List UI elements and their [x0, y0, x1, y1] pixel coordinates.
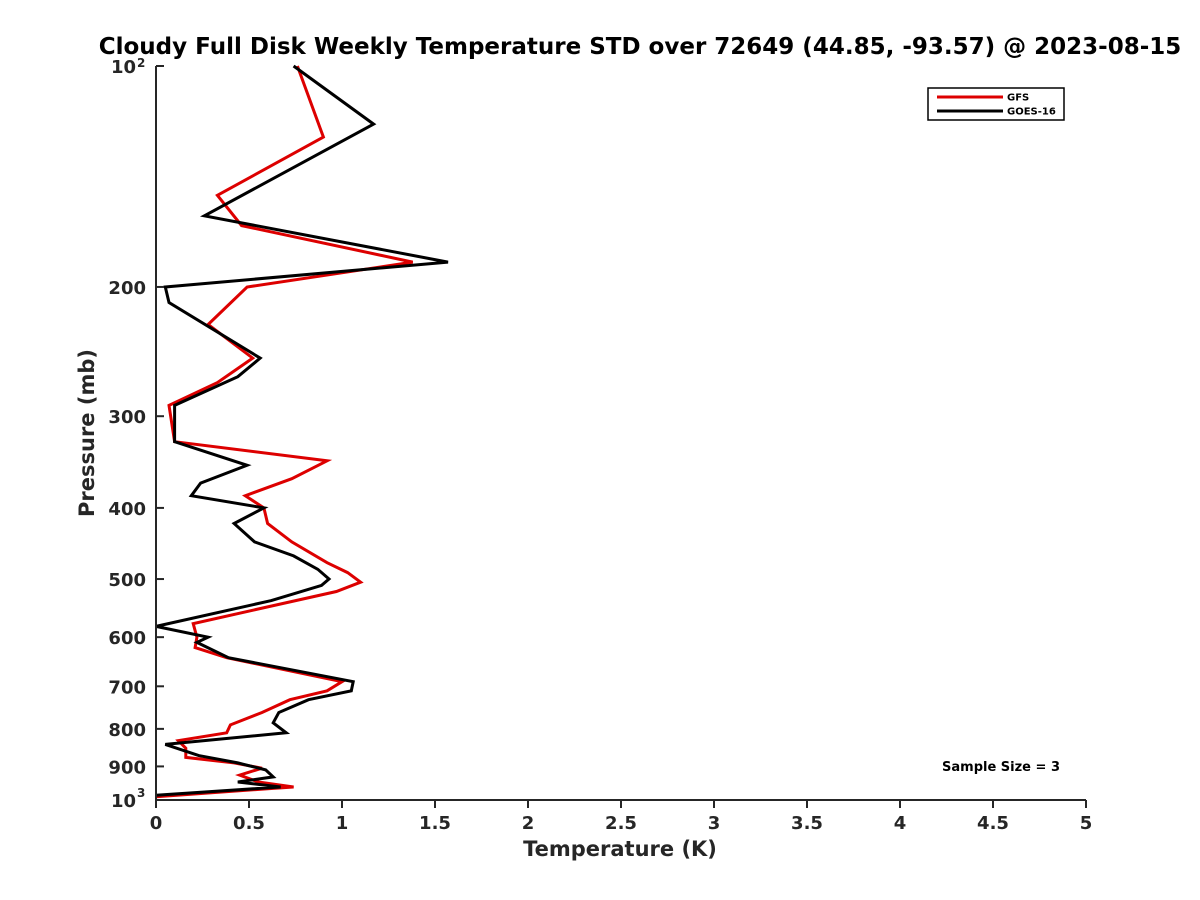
x-tick-label: 2.5 [605, 813, 637, 834]
x-tick-label: 5 [1080, 813, 1093, 834]
y-tick-label: 400 [108, 499, 146, 520]
series-line-gfs [155, 65, 414, 799]
sample-size-annotation: Sample Size = 3 [942, 760, 1060, 775]
x-tick-label: 1.5 [419, 813, 451, 834]
x-tick-label: 0.5 [233, 813, 265, 834]
y-tick-label: 900 [108, 757, 146, 778]
y-tick-label: 600 [108, 628, 146, 649]
y-axis-label: Pressure (mb) [75, 349, 99, 517]
legend: GFS GOES-16 [927, 87, 1065, 121]
y-tick-label: 300 [108, 407, 146, 428]
x-axis-label: Temperature (K) [523, 837, 717, 861]
x-tick-label: 0 [150, 813, 163, 834]
y-tick-label: 10 [111, 57, 136, 78]
x-tick-label: 3 [708, 813, 721, 834]
x-tick-label: 4.5 [977, 813, 1009, 834]
series-layer [155, 64, 449, 799]
legend-box [927, 87, 1065, 121]
y-tick-exponent: 2 [137, 56, 145, 70]
y-tick-label: 10 [111, 791, 136, 812]
y-tick-exponent: 3 [137, 786, 145, 800]
x-tick-label: 4 [894, 813, 907, 834]
chart-title: Cloudy Full Disk Weekly Temperature STD … [99, 34, 1182, 60]
y-tick-label: 700 [108, 677, 146, 698]
y-tick-label: 800 [108, 720, 146, 741]
series-line-goes-16 [155, 64, 449, 797]
x-tick-label: 1 [336, 813, 349, 834]
x-axis-ticks: 0 0.5 1 1.5 2 2.5 3 3.5 4 4.5 5 [150, 800, 1093, 834]
x-tick-label: 3.5 [791, 813, 823, 834]
legend-label: GOES-16 [1007, 107, 1056, 118]
y-tick-label: 200 [108, 278, 146, 299]
x-tick-label: 2 [522, 813, 535, 834]
legend-label: GFS [1007, 93, 1029, 104]
y-tick-label: 500 [108, 570, 146, 591]
